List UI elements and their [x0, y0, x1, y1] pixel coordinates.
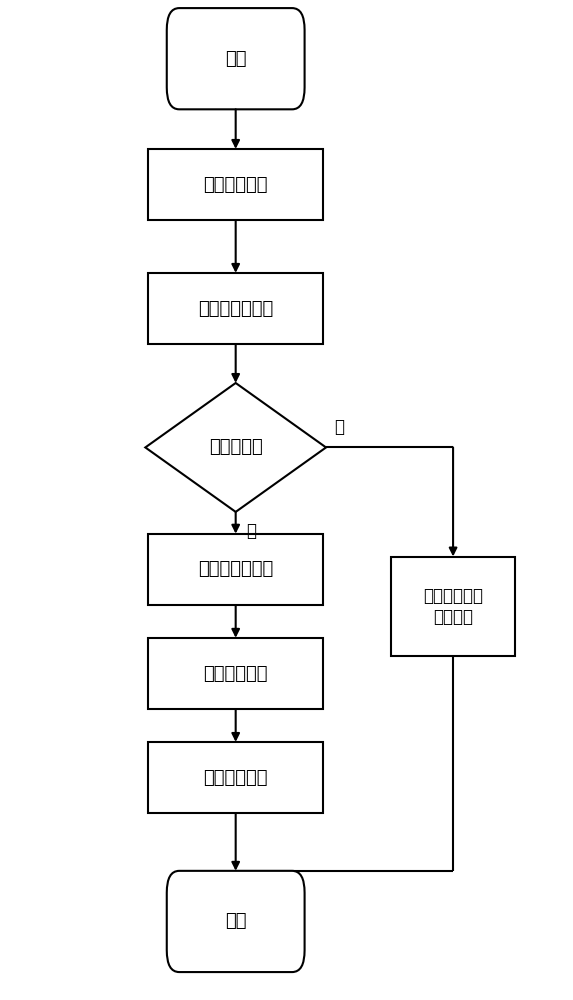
Text: 装配夹爪松开: 装配夹爪松开	[203, 769, 268, 787]
Text: 装配零散配件: 装配零散配件	[203, 665, 268, 683]
Bar	[148, 149, 323, 220]
Text: 结束: 结束	[225, 912, 246, 930]
Text: 开始: 开始	[225, 50, 246, 68]
Bar	[148, 742, 323, 813]
Text: 取料提示灯亮起: 取料提示灯亮起	[198, 300, 273, 318]
Bar	[148, 638, 323, 709]
Text: 是: 是	[246, 522, 256, 540]
Text: 取料提示灯息灯: 取料提示灯息灯	[198, 560, 273, 578]
Text: 装配夹爪夹紧: 装配夹爪夹紧	[203, 176, 268, 194]
FancyBboxPatch shape	[167, 871, 305, 972]
Bar	[148, 534, 323, 605]
Text: 取料正确？: 取料正确？	[209, 438, 262, 456]
Text: 否: 否	[335, 418, 344, 436]
FancyBboxPatch shape	[167, 8, 305, 109]
Text: 发出取料错误
报警信号: 发出取料错误 报警信号	[423, 587, 483, 626]
Polygon shape	[146, 383, 326, 512]
Bar	[391, 557, 515, 656]
Bar	[148, 273, 323, 344]
